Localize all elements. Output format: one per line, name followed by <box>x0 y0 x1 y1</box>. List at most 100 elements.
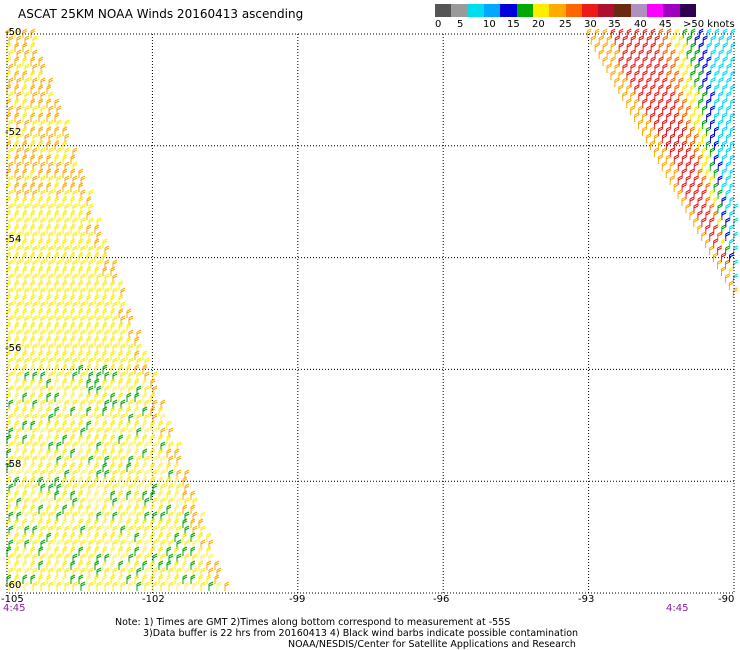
wind-barb <box>690 98 695 108</box>
wind-barb <box>698 84 704 94</box>
legend-label: 15 <box>507 19 520 30</box>
wind-barb <box>642 42 648 52</box>
wind-barb <box>710 63 716 73</box>
wind-barb <box>22 182 28 192</box>
wind-barb <box>62 168 68 178</box>
wind-barb <box>650 42 656 52</box>
wind-barb <box>38 490 44 500</box>
wind-barb <box>174 532 180 542</box>
wind-barb <box>38 98 44 108</box>
wind-barb <box>6 266 12 276</box>
wind-barb <box>190 546 196 556</box>
wind-barb <box>638 119 643 129</box>
wind-barb <box>709 175 715 185</box>
wind-barb <box>54 252 60 262</box>
wind-barb <box>150 434 156 444</box>
wind-barb <box>22 336 28 346</box>
wind-barb <box>126 518 132 528</box>
wind-barb <box>658 112 663 122</box>
wind-barb <box>94 448 100 458</box>
wind-barb <box>142 448 148 458</box>
wind-barb <box>150 420 156 430</box>
wind-barb <box>726 49 732 59</box>
wind-barb <box>46 252 52 262</box>
wind-barb <box>174 448 180 458</box>
legend-color-swatch <box>549 4 566 17</box>
wind-barb <box>710 35 716 45</box>
x-tick-label: -96 <box>433 594 450 605</box>
wind-barb <box>650 126 655 136</box>
wind-barb <box>120 581 126 591</box>
wind-barb <box>6 322 12 332</box>
wind-barb <box>150 462 156 472</box>
wind-barb <box>78 560 84 570</box>
wind-barb <box>618 70 624 80</box>
wind-barb <box>174 518 180 528</box>
wind-barb <box>94 238 100 248</box>
legend-color-swatch <box>647 4 664 17</box>
wind-barb <box>38 546 44 556</box>
wind-barb <box>126 364 132 374</box>
wind-barb <box>22 420 28 430</box>
wind-barb <box>713 140 719 150</box>
wind-barb <box>142 532 148 542</box>
wind-barb <box>693 147 699 157</box>
wind-barb <box>46 280 52 290</box>
wind-barb <box>22 252 28 262</box>
grid-lines <box>7 34 734 593</box>
wind-barb <box>30 238 36 248</box>
wind-barb <box>14 448 20 458</box>
wind-barb <box>710 91 716 101</box>
wind-barb <box>701 231 706 241</box>
wind-barb <box>14 154 20 164</box>
wind-barb <box>14 406 20 416</box>
wind-barb <box>658 28 664 38</box>
legend-color-swatch <box>679 4 696 17</box>
wind-barb <box>214 560 220 570</box>
wind-barb <box>697 196 703 206</box>
wind-barb <box>206 532 212 542</box>
wind-barb <box>22 378 28 388</box>
wind-barb <box>725 231 730 241</box>
wind-barb <box>14 280 20 290</box>
wind-barb <box>38 238 44 248</box>
wind-barb <box>726 105 731 115</box>
wind-barb <box>70 490 76 500</box>
wind-barb <box>150 532 156 542</box>
wind-barb <box>710 49 716 59</box>
wind-barb <box>22 392 28 402</box>
wind-barb <box>70 210 76 220</box>
wind-barb <box>709 231 714 241</box>
wind-barb <box>78 518 84 528</box>
wind-barb <box>134 462 140 472</box>
wind-barb <box>94 420 100 430</box>
wind-barb <box>88 581 94 591</box>
wind-barb <box>730 126 735 136</box>
wind-barb <box>142 378 148 388</box>
wind-barb <box>22 280 28 290</box>
wind-barb <box>62 322 68 332</box>
wind-barb <box>702 105 707 115</box>
wind-barb <box>102 364 108 374</box>
wind-barb <box>626 70 632 80</box>
wind-barb <box>38 126 44 136</box>
wind-barb <box>14 378 20 388</box>
wind-barb <box>685 189 691 199</box>
wind-barb <box>30 70 36 80</box>
wind-barb <box>70 350 76 360</box>
wind-barb <box>70 476 76 486</box>
wind-barb <box>54 168 60 178</box>
wind-barb <box>62 154 68 164</box>
wind-barb <box>150 518 156 528</box>
wind-barb <box>70 518 76 528</box>
wind-barb <box>638 35 644 45</box>
wind-barb <box>677 147 683 157</box>
wind-barb <box>126 574 132 584</box>
wind-barb <box>78 490 84 500</box>
wind-barb <box>717 147 723 157</box>
wind-barb <box>714 56 720 66</box>
wind-barb <box>142 560 148 570</box>
wind-barb <box>674 56 680 66</box>
wind-barb <box>80 581 86 591</box>
wind-barb <box>634 56 640 66</box>
